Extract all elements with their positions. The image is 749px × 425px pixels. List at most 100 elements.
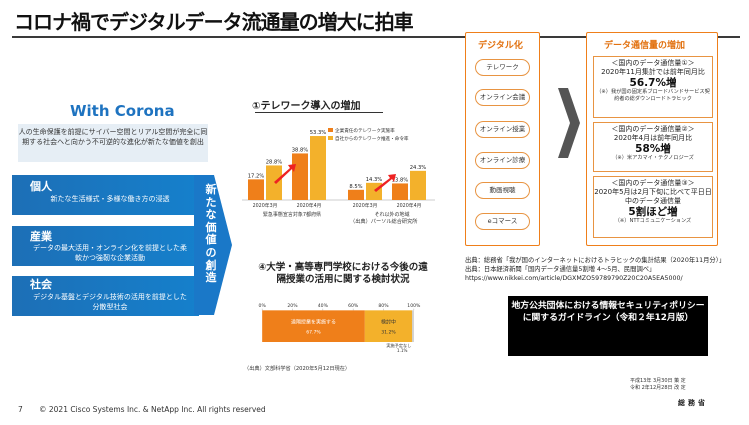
- card-3-value: 5割ほど増: [628, 206, 678, 218]
- digital-item-online-meeting: オンライン会議: [475, 89, 530, 106]
- individual-heading: 個人: [30, 180, 52, 193]
- card-1-text: 2020年11月集計では前年同月比: [601, 68, 705, 76]
- x-tick-label: 2020年3月: [253, 202, 278, 209]
- group-label-other: それ以外の地域: [374, 211, 409, 218]
- trend-arrow-icon: [374, 174, 396, 192]
- card-2-heading: ＜国内のデータ通信量②＞: [611, 125, 695, 133]
- society-heading: 社会: [30, 278, 52, 291]
- industry-heading: 産業: [30, 230, 52, 243]
- axis-tick-label: 60%: [348, 303, 359, 309]
- bar-data-label: 53.3%: [310, 130, 327, 136]
- bar-promotion-2: [366, 182, 382, 200]
- digital-title: デジタル化: [478, 41, 523, 51]
- title-divider: [12, 36, 740, 38]
- axis-tick-label: 20%: [287, 303, 298, 309]
- segment-0: [262, 310, 365, 342]
- traffic-card-1: ＜国内のデータ通信量①＞ 2020年11月集計では前年同月比 56.7%増 （※…: [593, 56, 713, 118]
- telework-chart: 17.2% 28.8% 2020年3月 38.8% 53.3% 2020年4月 8.5% 14…: [242, 127, 435, 218]
- bar-promotion-0: [266, 165, 282, 200]
- bar-data-label: 38.8%: [292, 147, 309, 153]
- guideline-date-2: 令和 2年12月28日 改 定: [630, 384, 686, 391]
- sources-block: 出典：総務省「我が国のインターネットにおけるトラヒックの集計結果（2020年11…: [465, 256, 745, 283]
- society-band: [12, 276, 199, 316]
- guideline-ministry: 総務省: [678, 399, 708, 407]
- segment-percent: 67.7%: [306, 330, 321, 336]
- legend-label: 企業責任のテレワーク実施率: [335, 127, 395, 134]
- arrow-label: 新たな価値の創造: [205, 183, 217, 285]
- segment-percent: 31.2%: [381, 330, 396, 336]
- bar-implementation-1: [292, 153, 308, 200]
- card-2-note: （※）米アカマイ・テクノロジーズ: [612, 155, 694, 161]
- segment-percent: 1.1%: [397, 348, 408, 352]
- copyright-footer: © 2021 Cisco Systems Inc. & NetApp Inc. …: [39, 405, 266, 414]
- axis-tick-label: 40%: [318, 303, 329, 309]
- legend-swatch: [328, 136, 333, 140]
- trend-arrow-icon: [274, 164, 296, 184]
- segment-2: [412, 310, 414, 342]
- page-number: 7: [18, 405, 23, 414]
- digital-item-online-class: オンライン授業: [475, 121, 530, 138]
- card-2-text: 2020年4月は前年同月比: [613, 134, 693, 142]
- guideline-date-1: 平成13年 3月30日 策 定: [630, 378, 686, 384]
- card-3-heading: ＜国内のデータ通信量③＞: [611, 179, 695, 187]
- guideline-cover: [508, 296, 708, 356]
- source-link[interactable]: https://www.nikkei.com/article/DGXMZO597…: [465, 275, 683, 282]
- value-creation-arrow: [194, 175, 232, 315]
- segment-label: 遠隔授業を実施する: [291, 319, 336, 326]
- source-line-1: 出典：総務省「我が国のインターネットにおけるトラヒックの集計結果（2020年11…: [465, 257, 726, 264]
- industry-band: [12, 226, 199, 266]
- with-corona-heading: With Corona: [70, 102, 175, 120]
- card-1-heading: ＜国内のデータ通信量①＞: [611, 59, 695, 67]
- legend-swatch: [328, 128, 333, 132]
- segment-label: 実施予定なし: [386, 342, 411, 348]
- bar-promotion-1: [310, 136, 326, 200]
- digital-item-telework: テレワーク: [475, 59, 530, 76]
- telework-source: （出典）パーソル総合研究所: [350, 219, 418, 225]
- bar-implementation-2: [348, 189, 364, 200]
- industry-text: データの最大活用・オンライン化を前提とした柔軟かつ強靭な企業活動: [33, 244, 187, 262]
- axis-tick-label: 80%: [378, 303, 389, 309]
- chevron-right-icon: [558, 88, 580, 158]
- survey-source: （出典）文部科学省（2020年5月12日現在）: [244, 366, 351, 372]
- segment-1: [364, 310, 413, 342]
- telework-title-underline: [255, 112, 383, 113]
- axis-tick-label: 100%: [407, 303, 421, 309]
- bar-data-label: 28.8%: [266, 159, 283, 165]
- survey-title: ④大学・高等専門学校における今後の遠隔授業の活用に関する検討状況: [258, 262, 428, 285]
- bar-data-label: 13.8%: [392, 177, 409, 183]
- traffic-card-3: ＜国内のデータ通信量③＞ 2020年5月は2月下旬に比べて平日日中のデータ通信量…: [593, 176, 713, 238]
- traffic-card-2: ＜国内のデータ通信量②＞ 2020年4月は前年同月比 58%増 （※）米アカマイ…: [593, 122, 713, 172]
- bar-promotion-3: [410, 170, 426, 200]
- card-3-text: 2020年5月は2月下旬に比べて平日日中のデータ通信量: [594, 188, 712, 205]
- individual-text: 新たな生活様式・多様な働き方の浸透: [50, 195, 170, 203]
- traffic-title: データ通信量の増加: [604, 41, 686, 51]
- x-tick-label: 2020年4月: [397, 202, 422, 209]
- bar-data-label: 14.3%: [366, 177, 383, 183]
- source-line-2: 出典：日本経済新聞「国内データ通信量5割増 4～5月、民間調べ」: [465, 266, 656, 273]
- bar-data-label: 17.2%: [248, 173, 265, 179]
- group-label-emergency: 緊急事態宣言対象7都府県: [263, 211, 321, 218]
- telework-title: ①テレワーク導入の増加: [252, 101, 361, 112]
- axis-tick-label: 0%: [259, 303, 267, 309]
- guideline-dates: 平成13年 3月30日 策 定 令和 2年12月28日 改 定: [630, 378, 725, 391]
- legend-label: 自社からのテレワーク推進・命令率: [335, 135, 409, 142]
- x-tick-label: 2020年3月: [353, 202, 378, 209]
- society-text: デジタル基盤とデジタル技術の活用を前提とした分散型社会: [33, 293, 187, 311]
- x-tick-label: 2020年4月: [297, 202, 322, 209]
- bar-implementation-3: [392, 183, 408, 200]
- guideline-title: 地方公共団体における情報セキュリティポリシーに関するガイドライン（令和２年12月…: [511, 301, 705, 323]
- corona-description: 人の生命保護を前提にサイバー空間とリアル空間が完全に同期する社会へと向かう不可逆…: [18, 124, 208, 162]
- slide-title: コロナ禍でデジタルデータ流通量の増大に拍車: [14, 10, 414, 34]
- digital-item-ecommerce: eコマース: [475, 213, 530, 230]
- bar-data-label: 8.5%: [349, 184, 362, 190]
- individual-band: [12, 175, 199, 215]
- bar-data-label: 24.3%: [410, 165, 427, 171]
- survey-chart: 0% 20% 40% 60% 80% 100% 遠隔授業を実施する 67.7% 検討中 31.2%…: [259, 303, 421, 352]
- digital-item-online-medical: オンライン診療: [475, 152, 530, 169]
- bar-implementation-0: [248, 179, 264, 200]
- card-3-note: （※）NTTコミュニケーションズ: [614, 218, 692, 224]
- card-1-note: （※）我が国の固定系ブロードバンドサービス契約者の総ダウンロードトラヒック: [596, 89, 710, 102]
- card-2-value: 58%増: [635, 143, 671, 155]
- card-1-value: 56.7%増: [629, 77, 677, 89]
- segment-label: 検討中: [381, 319, 396, 326]
